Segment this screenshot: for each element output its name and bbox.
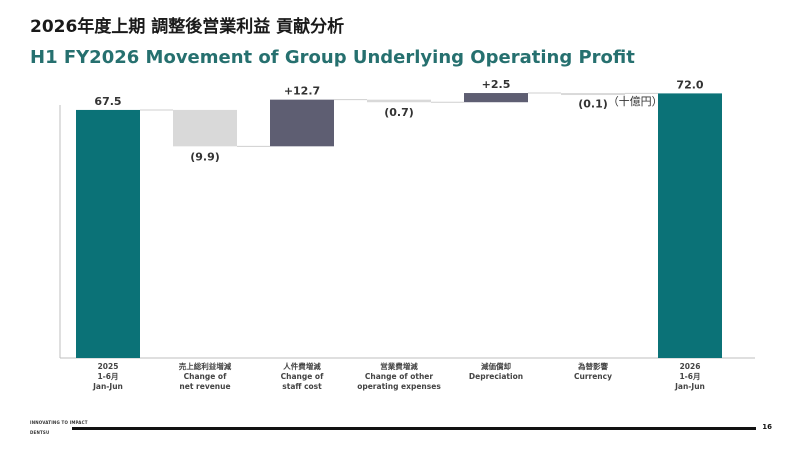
category-label: Jan-Jun (92, 382, 123, 391)
page-title-en: H1 FY2026 Movement of Group Underlying O… (30, 47, 635, 68)
delta-bar (464, 93, 528, 103)
bars-layer (76, 92, 722, 359)
category-label: Change of (281, 372, 324, 381)
footer-divider (72, 427, 756, 430)
category-label: 売上総利益増減 (179, 361, 232, 371)
value-label: (0.1) (578, 97, 608, 110)
delta-bar (561, 93, 625, 96)
total-bar (76, 109, 140, 358)
footer-logo-line2: DENTSU (30, 430, 50, 435)
footer-logo-line1: INNOVATING TO IMPACT (30, 420, 88, 425)
category-label: 2025 (98, 362, 119, 371)
category-label: 人件費増減 (283, 361, 321, 371)
category-label: 減価償却 (481, 361, 511, 371)
value-label: (9.9) (190, 150, 220, 163)
category-label: Change of (184, 372, 227, 381)
category-label: Depreciation (469, 372, 523, 381)
category-label: 営業費増減 (380, 361, 418, 371)
total-bar (658, 93, 722, 359)
category-label: 1-6月 (97, 372, 118, 381)
value-label: +12.7 (284, 85, 320, 98)
category-label: Jan-Jun (674, 382, 705, 391)
category-label: Currency (574, 372, 612, 381)
category-label: Change of other (365, 372, 434, 381)
delta-bar (270, 99, 334, 147)
category-label: net revenue (179, 382, 230, 391)
category-label: operating expenses (357, 382, 441, 391)
value-label: 72.0 (676, 78, 703, 91)
category-label: 1-6月 (679, 372, 700, 381)
value-label: 67.5 (94, 95, 121, 108)
category-label: staff cost (282, 382, 322, 391)
value-label: +2.5 (482, 78, 511, 91)
category-label: 為替影響 (578, 361, 608, 371)
page-number: 16 (762, 423, 772, 431)
delta-bar (173, 109, 237, 147)
page-title-jp: 2026年度上期 調整後営業利益 貢献分析 (30, 17, 345, 37)
category-label: 2026 (680, 362, 701, 371)
value-labels-layer: 67.5 (9.9) +12.7 (0.7) +2.5 (0.1) 72.0 (94, 78, 703, 163)
delta-bar (367, 99, 431, 103)
footer-logo: INNOVATING TO IMPACT DENTSU (30, 420, 88, 435)
value-label: (0.7) (384, 106, 414, 119)
